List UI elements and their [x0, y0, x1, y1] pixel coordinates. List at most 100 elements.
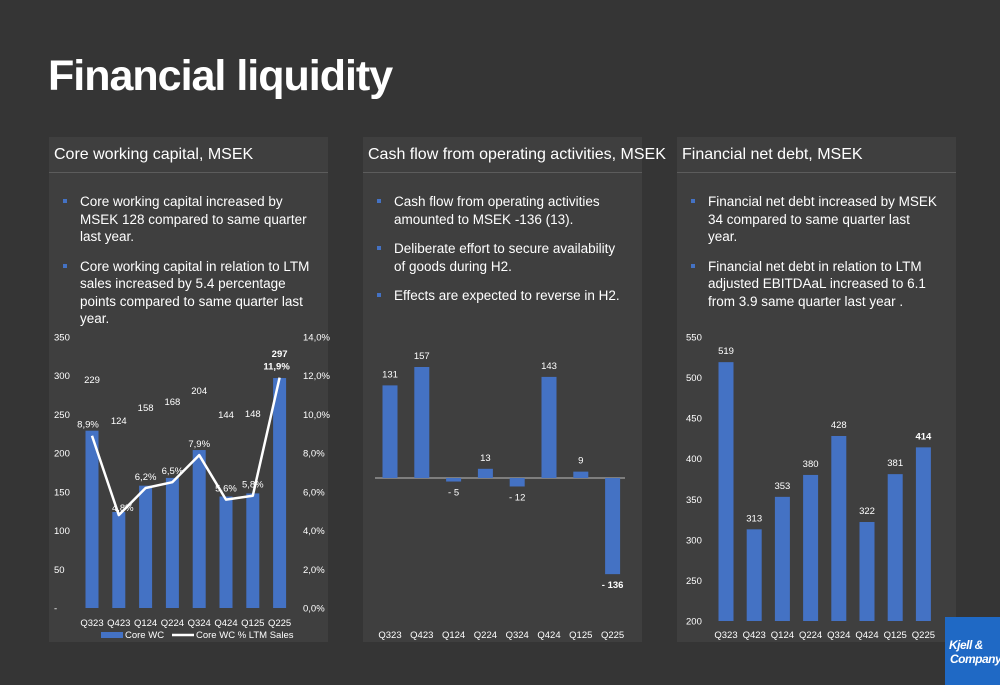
y-tick-label: 400	[686, 454, 702, 465]
bullet-text: Financial net debt increased by MSEK 34 …	[708, 194, 937, 244]
x-tick-label: Q125	[241, 618, 264, 629]
y-tick-label: -	[54, 604, 57, 615]
y-tick-label: 450	[686, 414, 702, 425]
bar	[382, 385, 398, 478]
line-value-label: 6,2%	[135, 472, 157, 483]
legend-label: Core WC % LTM Sales	[196, 630, 294, 641]
bar-value-label: 380	[803, 459, 819, 470]
bullet-text: Cash flow from operating activities amou…	[394, 194, 600, 227]
y-tick-label: 100	[54, 526, 70, 537]
bar	[915, 447, 931, 621]
bar	[509, 478, 525, 487]
bullet-item: Effects are expected to reverse in H2.	[377, 287, 627, 305]
x-tick-label: Q224	[161, 618, 184, 629]
bar	[859, 522, 875, 621]
y-tick-label: 50	[54, 565, 65, 576]
legend-label: Core WC	[125, 630, 164, 641]
x-tick-label: Q125	[569, 630, 592, 641]
x-tick-label: Q423	[743, 630, 766, 641]
logo-line-2: Company	[950, 652, 1000, 666]
y2-tick-label: 14,0%	[303, 333, 330, 344]
bullet-text: Deliberate effort to secure availability…	[394, 241, 616, 274]
core-working-capital-panel: Core working capital, MSEK Core working …	[49, 137, 330, 642]
financial-net-debt-panel: Financial net debt, MSEK Financial net d…	[677, 137, 956, 642]
bullet-item: Core working capital increased by MSEK 1…	[63, 193, 313, 246]
bullet-marker-icon	[691, 199, 695, 203]
y-tick-label: 200	[54, 449, 70, 460]
bar	[803, 474, 819, 621]
y-tick-label: 300	[54, 371, 70, 382]
bar	[112, 511, 126, 608]
y2-tick-label: 10,0%	[303, 410, 330, 421]
bar	[774, 496, 790, 621]
bar	[246, 493, 260, 608]
bar-value-label: 297	[272, 349, 288, 360]
line-value-label: 11,9%	[263, 362, 290, 373]
bar-value-label: 124	[111, 416, 127, 427]
y-tick-label: 500	[686, 373, 702, 384]
y2-tick-label: 8,0%	[303, 449, 325, 460]
bar	[165, 477, 179, 608]
bar-value-label: 381	[887, 458, 903, 469]
y2-tick-label: 4,0%	[303, 526, 325, 537]
bullet-item: Deliberate effort to secure availability…	[377, 240, 627, 275]
bar-value-label: 131	[382, 369, 398, 380]
bullet-item: Financial net debt in relation to LTM ad…	[691, 258, 941, 311]
x-tick-label: Q224	[799, 630, 822, 641]
net-debt-chart: 200 250 300 350 400 450 500 550 Q323 519 Q423 313 Q1…	[686, 333, 935, 642]
cash-flow-chart: Q323 131 Q423 157 Q124 - 5 Q224 13 Q324 - 12 Q424 1…	[375, 351, 625, 641]
x-tick-label: Q324	[188, 618, 211, 629]
bar	[477, 468, 493, 478]
x-tick-label: Q323	[80, 618, 103, 629]
bar-value-label: 148	[245, 409, 261, 420]
bar-value-label: 229	[84, 375, 100, 386]
y-tick-label: 300	[686, 535, 702, 546]
line-value-label: 7,9%	[188, 439, 210, 450]
bar-value-label: 204	[191, 386, 207, 397]
x-tick-label: Q323	[378, 630, 401, 641]
x-tick-label: Q324	[506, 630, 529, 641]
bar-value-label: 322	[859, 506, 875, 517]
bar-value-label: 353	[774, 481, 790, 492]
bar-value-label: 143	[541, 361, 557, 372]
x-tick-label: Q324	[827, 630, 850, 641]
bar-value-label: 519	[718, 346, 734, 357]
x-tick-label: Q424	[537, 630, 560, 641]
bullet-item: Cash flow from operating activities amou…	[377, 193, 627, 228]
bar-value-label: 9	[578, 456, 583, 467]
legend-swatch-core-wc	[101, 632, 123, 638]
bar-value-label: 313	[746, 513, 762, 524]
line-value-label: 8,9%	[77, 420, 99, 431]
bullet-marker-icon	[377, 293, 381, 297]
bar	[605, 478, 621, 575]
bullet-list: Cash flow from operating activities amou…	[377, 193, 627, 317]
panel-header: Core working capital, MSEK	[49, 137, 328, 173]
line-value-label: 5,8%	[242, 480, 264, 491]
bar-value-label: 414	[915, 431, 932, 442]
bullet-marker-icon	[377, 246, 381, 250]
x-tick-label: Q423	[410, 630, 433, 641]
bar-value-label: 144	[218, 410, 234, 421]
bar	[85, 430, 99, 608]
x-tick-label: Q225	[268, 618, 291, 629]
bullet-marker-icon	[63, 199, 67, 203]
y-tick-label: 250	[686, 576, 702, 587]
x-tick-label: Q224	[474, 630, 497, 641]
y2-tick-label: 2,0%	[303, 565, 325, 576]
x-tick-label: Q323	[714, 630, 737, 641]
line-value-label: 6,5%	[162, 466, 184, 477]
bullet-item: Core working capital in relation to LTM …	[63, 258, 313, 328]
bar	[831, 435, 847, 621]
x-tick-label: Q124	[771, 630, 794, 641]
bar-value-label: 158	[138, 403, 154, 414]
x-tick-label: Q423	[107, 618, 130, 629]
panel-heading: Financial net debt, MSEK	[682, 146, 863, 163]
y-tick-label: 350	[54, 333, 70, 344]
bar	[718, 362, 734, 621]
y2-tick-label: 6,0%	[303, 487, 325, 498]
bullet-marker-icon	[63, 263, 67, 268]
panel-heading: Core working capital, MSEK	[54, 146, 254, 163]
bar	[541, 376, 557, 478]
x-tick-label: Q124	[134, 618, 157, 629]
panel-header: Cash flow from operating activities, MSE…	[363, 137, 666, 173]
